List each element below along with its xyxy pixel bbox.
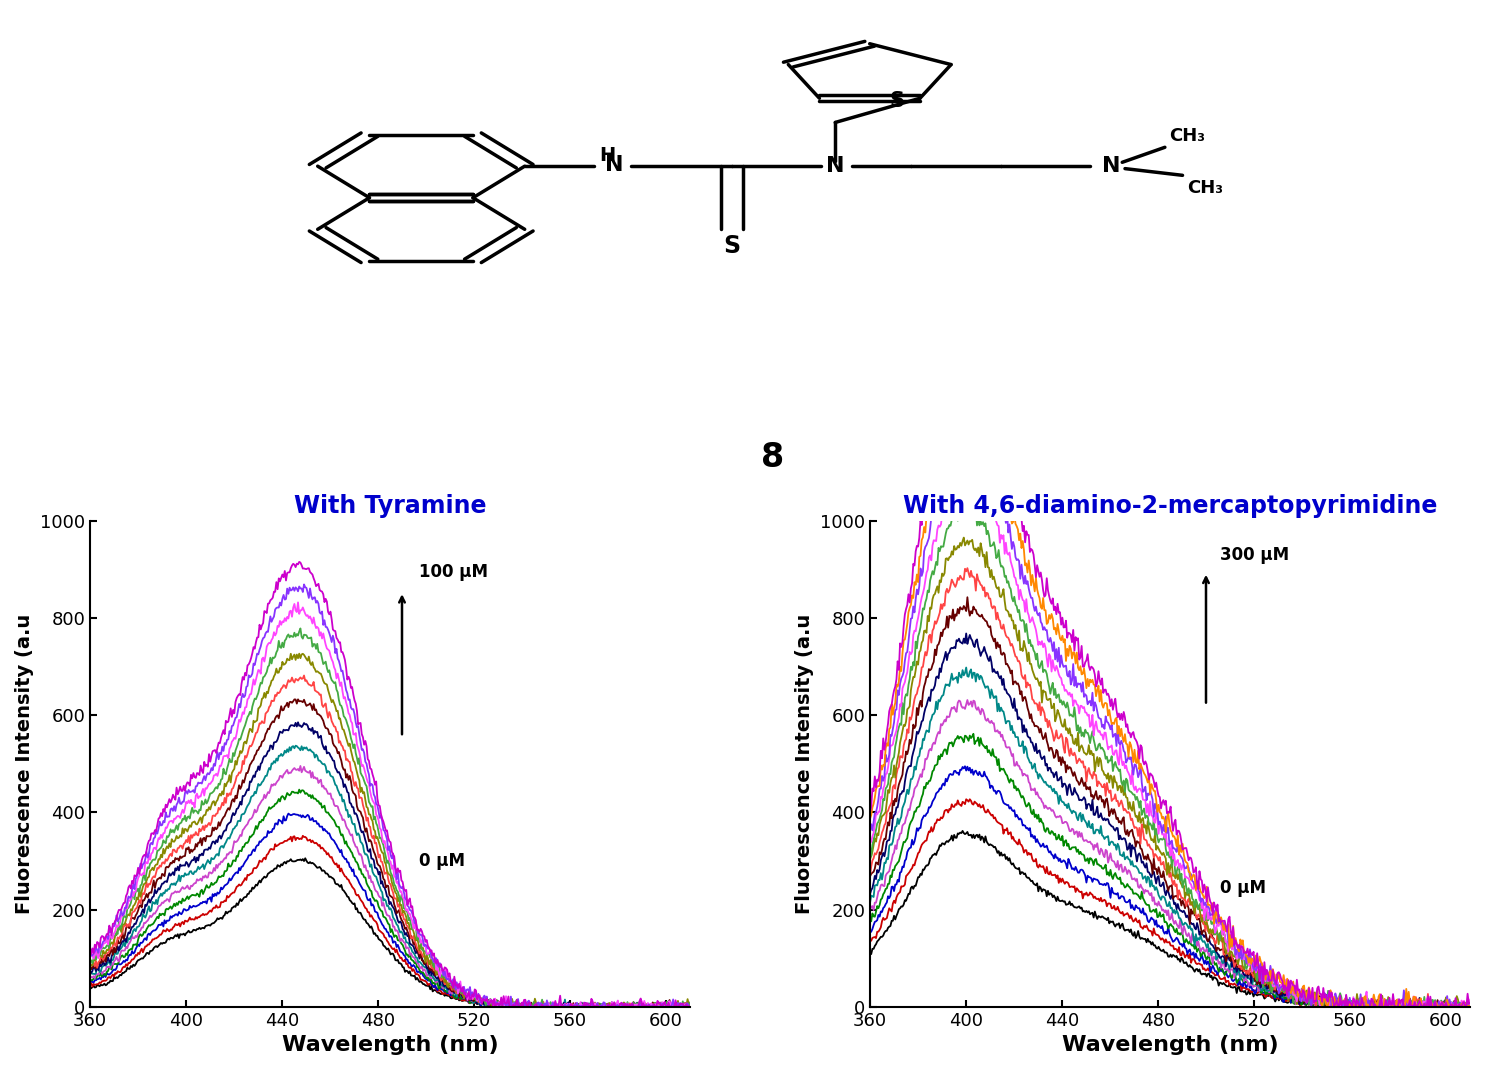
Y-axis label: Fluorescence Intensity (a.u: Fluorescence Intensity (a.u: [15, 614, 34, 914]
X-axis label: Wavelength (nm): Wavelength (nm): [282, 1036, 498, 1055]
Text: CH₃: CH₃: [1186, 179, 1222, 197]
Title: With 4,6-diamino-2-mercaptopyrimidine: With 4,6-diamino-2-mercaptopyrimidine: [903, 494, 1437, 517]
Text: 8: 8: [762, 441, 784, 474]
Title: With Tyramine: With Tyramine: [294, 494, 486, 517]
Text: 0 μM: 0 μM: [1221, 878, 1266, 896]
Text: N: N: [827, 156, 844, 177]
Y-axis label: Fluorescence Intensity (a.u: Fluorescence Intensity (a.u: [795, 614, 814, 914]
Text: 100 μM: 100 μM: [419, 563, 488, 580]
Text: N: N: [1102, 156, 1120, 177]
Text: CH₃: CH₃: [1168, 126, 1204, 145]
Text: 0 μM: 0 μM: [419, 851, 465, 870]
X-axis label: Wavelength (nm): Wavelength (nm): [1062, 1036, 1278, 1055]
Text: S: S: [890, 91, 904, 110]
Text: H: H: [600, 147, 615, 165]
Text: 300 μM: 300 μM: [1221, 546, 1290, 564]
Text: S: S: [723, 235, 741, 258]
Text: N: N: [604, 155, 622, 176]
